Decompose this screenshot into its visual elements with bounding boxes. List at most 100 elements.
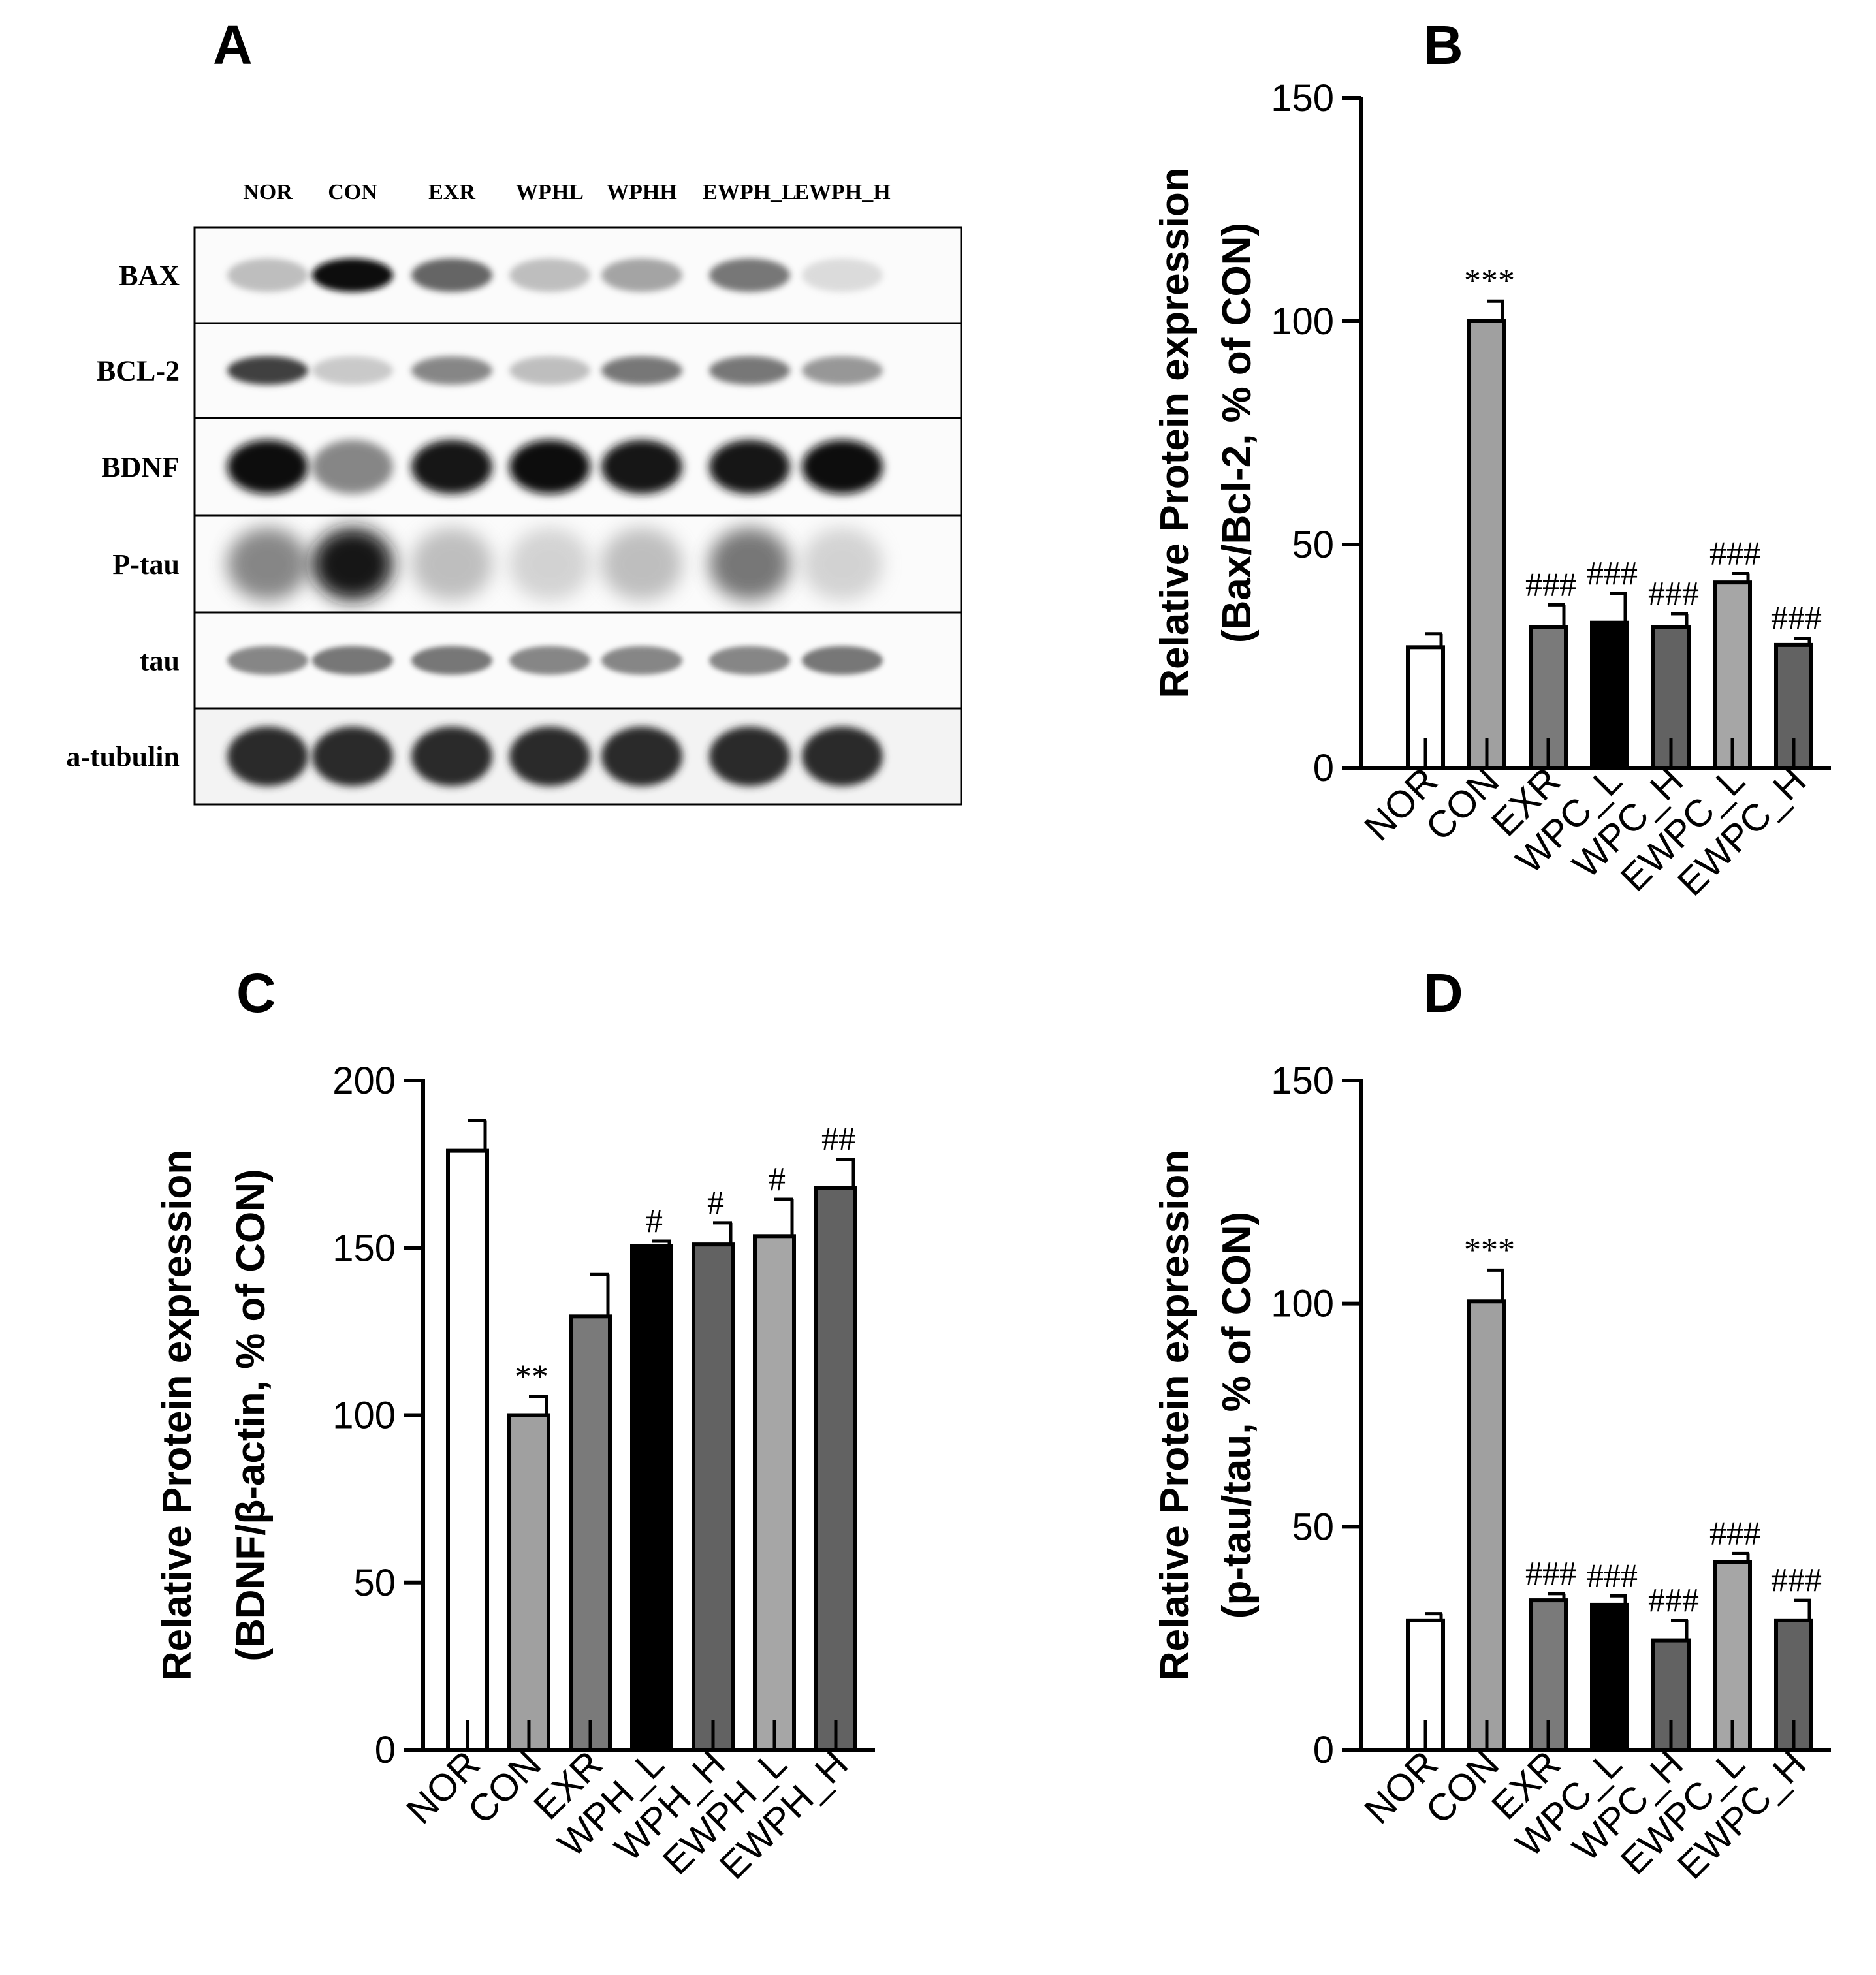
bar-exr bbox=[569, 1314, 612, 1752]
y-axis-title-line1: Relative Protein expression bbox=[155, 1150, 200, 1681]
bar-group-wph-l: #WPH_L bbox=[550, 1203, 673, 1865]
blot-band-nor bbox=[227, 528, 308, 601]
blot-band-ewph-h bbox=[802, 439, 883, 494]
blot-band-wphl bbox=[509, 258, 590, 292]
chart-panel-b: B Relative Protein expression (Bax/Bcl-2, … bbox=[1153, 14, 1831, 904]
blot-row-label: a-tubulin bbox=[66, 741, 180, 773]
blot-band-nor bbox=[227, 439, 308, 494]
significance-label: ### bbox=[1525, 1555, 1576, 1592]
y-tick-label: 150 bbox=[1271, 77, 1334, 119]
blot-band-ewph-h bbox=[802, 726, 883, 787]
y-axis-title-line2: (BDNF/β-actin, % of CON) bbox=[229, 1169, 274, 1661]
y-tick-label: 100 bbox=[1271, 1283, 1334, 1325]
blot-band-ewph-l bbox=[709, 646, 790, 675]
y-axis-title-line2: (Bax/Bcl-2, % of CON) bbox=[1215, 223, 1260, 643]
y-axis-title-line1: Relative Protein expression bbox=[1153, 1150, 1198, 1681]
blot-row-label: tau bbox=[140, 645, 180, 677]
blot-band-nor bbox=[227, 646, 308, 675]
chart-panel-c: C Relative Protein expression (BDNF/β-acti… bbox=[155, 962, 875, 1888]
blot-band-ewph-h bbox=[802, 528, 883, 601]
bar-con bbox=[507, 1413, 550, 1752]
significance-label: ### bbox=[1709, 535, 1760, 572]
panel-letter-d: D bbox=[1423, 962, 1463, 1024]
bar-ewph-l bbox=[753, 1234, 796, 1752]
y-axis-title-line2: (p-tau/tau, % of CON) bbox=[1215, 1212, 1260, 1619]
blot-row-label: BAX bbox=[119, 260, 180, 292]
lane-label-wphl: WPHL bbox=[516, 180, 584, 204]
significance-label: ### bbox=[1771, 1562, 1822, 1599]
blot-rows: BAX BCL-2 BDNF P-tau tau a-tubulin bbox=[66, 226, 962, 806]
bar-con bbox=[1467, 319, 1506, 770]
significance-label: ### bbox=[1648, 575, 1699, 612]
blot-band-con bbox=[312, 726, 393, 787]
lane-label-exr: EXR bbox=[428, 180, 475, 204]
blot-band-exr bbox=[411, 726, 492, 787]
blot-band-wphl bbox=[509, 528, 590, 601]
blot-row-label: P-tau bbox=[112, 548, 180, 580]
y-tick-label: 100 bbox=[1271, 300, 1334, 343]
blot-band-exr bbox=[411, 646, 492, 675]
bar-nor bbox=[446, 1148, 489, 1752]
blot-band-wphl bbox=[509, 646, 590, 675]
bar-ewpc-l bbox=[1713, 1560, 1752, 1752]
blot-band-con bbox=[312, 356, 393, 385]
blot-band-ewph-l bbox=[709, 258, 790, 292]
blot-row-label: BDNF bbox=[101, 451, 180, 483]
blot-band-wphl bbox=[509, 439, 590, 494]
bar-wph-l bbox=[630, 1244, 673, 1752]
blot-band-nor bbox=[227, 356, 308, 385]
y-tick-label: 50 bbox=[1292, 524, 1334, 566]
significance-label: # bbox=[769, 1161, 786, 1198]
significance-label: ### bbox=[1587, 1557, 1638, 1594]
significance-label: ### bbox=[1525, 566, 1576, 603]
blot-band-con bbox=[312, 528, 393, 601]
y-tick-label: 0 bbox=[1313, 747, 1334, 789]
blot-band-wphl bbox=[509, 726, 590, 787]
blot-band-wphh bbox=[601, 439, 682, 494]
significance-label: ### bbox=[1648, 1582, 1699, 1619]
chart-panel-d: D Relative Protein expression (p-tau/tau, … bbox=[1153, 962, 1831, 1888]
blot-row-p-tau: P-tau bbox=[112, 514, 962, 614]
blot-band-wphh bbox=[601, 646, 682, 675]
blot-band-nor bbox=[227, 258, 308, 292]
significance-label: # bbox=[707, 1184, 724, 1222]
y-tick-label: 150 bbox=[1271, 1060, 1334, 1102]
y-tick-label: 0 bbox=[1313, 1729, 1334, 1771]
blot-band-ewph-l bbox=[709, 356, 790, 385]
blot-band-wphh bbox=[601, 528, 682, 601]
significance-label: ### bbox=[1587, 555, 1638, 592]
bar-con bbox=[1467, 1299, 1506, 1752]
blot-band-con bbox=[312, 258, 393, 292]
blot-band-wphl bbox=[509, 356, 590, 385]
blot-band-wphh bbox=[601, 356, 682, 385]
bar-ewph-h bbox=[814, 1186, 857, 1752]
blot-row-bax: BAX bbox=[119, 226, 962, 324]
blot-row-bdnf: BDNF bbox=[101, 417, 962, 517]
panel-letter-b: B bbox=[1423, 14, 1463, 76]
y-tick-label: 200 bbox=[332, 1060, 396, 1102]
bar-ewpc-l bbox=[1713, 580, 1752, 770]
bar-wph-h bbox=[692, 1242, 735, 1752]
panel-letter-a: A bbox=[213, 14, 253, 76]
lane-label-ewph-l: EWPH_L bbox=[703, 180, 797, 204]
lane-label-ewph-h: EWPH_H bbox=[794, 180, 890, 204]
blot-band-con bbox=[312, 439, 393, 494]
blot-row-bcl-2: BCL-2 bbox=[97, 322, 962, 419]
bar-group-nor: NOR bbox=[398, 1119, 489, 1832]
blot-band-nor bbox=[227, 726, 308, 787]
lane-label-con: CON bbox=[328, 180, 377, 204]
blot-band-wphh bbox=[601, 726, 682, 787]
blot-band-ewph-h bbox=[802, 258, 883, 292]
significance-label: ### bbox=[1709, 1515, 1760, 1552]
blot-band-ewph-l bbox=[709, 528, 790, 601]
significance-label: ** bbox=[515, 1358, 548, 1395]
blot-row-tau: tau bbox=[140, 611, 962, 710]
significance-label: # bbox=[646, 1203, 663, 1240]
significance-label: *** bbox=[1464, 1231, 1515, 1269]
significance-label: ## bbox=[821, 1120, 855, 1158]
y-tick-label: 50 bbox=[1292, 1506, 1334, 1548]
lane-label-wphh: WPHH bbox=[607, 180, 677, 204]
blot-band-exr bbox=[411, 356, 492, 385]
